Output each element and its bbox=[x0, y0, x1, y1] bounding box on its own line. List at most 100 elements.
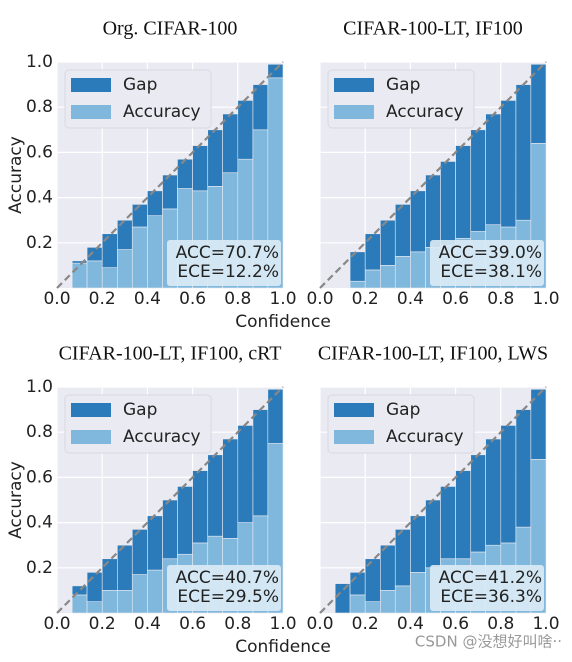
x-axis-label: Confidence bbox=[235, 312, 331, 332]
gap-bar bbox=[410, 190, 426, 253]
watermark: CSDN @没想好叫啥·· bbox=[415, 633, 562, 651]
accuracy-bar bbox=[86, 260, 103, 289]
accuracy-bar bbox=[71, 594, 88, 614]
y-tick-label: 0.8 bbox=[26, 422, 53, 442]
gap-bar bbox=[222, 438, 239, 539]
x-tick-label: 0.4 bbox=[134, 289, 161, 309]
legend-label: Gap bbox=[386, 400, 420, 420]
annotation: ACC=41.2% bbox=[439, 568, 542, 588]
diagonal bbox=[56, 386, 284, 614]
accuracy-bar bbox=[131, 226, 148, 289]
annotation: ECE=12.2% bbox=[177, 262, 279, 282]
legend-swatch bbox=[71, 105, 111, 119]
legend-label: Accuracy bbox=[386, 427, 464, 447]
accuracy-bar bbox=[101, 267, 118, 289]
accuracy-bar bbox=[364, 269, 381, 289]
x-tick-label: 0.2 bbox=[352, 289, 379, 309]
gap-bar bbox=[162, 174, 178, 210]
gap-bar bbox=[131, 204, 148, 228]
gap-bar bbox=[500, 100, 517, 228]
gap-bar bbox=[455, 470, 472, 560]
gap-bar bbox=[530, 388, 547, 460]
x-tick-label: 0.6 bbox=[442, 289, 469, 309]
gap-bar bbox=[515, 409, 532, 528]
accuracy-bar bbox=[349, 594, 366, 614]
x-tick-label: 1.0 bbox=[269, 289, 296, 309]
gap-bar bbox=[485, 438, 502, 546]
gap-bar bbox=[147, 190, 163, 216]
legend-label: Accuracy bbox=[123, 427, 201, 447]
legend-label: Accuracy bbox=[386, 102, 464, 122]
gap-bar bbox=[177, 486, 193, 555]
legend-swatch bbox=[334, 403, 374, 417]
gap-bar bbox=[192, 470, 209, 544]
gap-bar bbox=[101, 233, 118, 268]
accuracy-bar bbox=[349, 280, 366, 289]
y-tick-label: 1.0 bbox=[26, 52, 53, 72]
gap-bar bbox=[394, 204, 411, 257]
x-tick-label: 0.0 bbox=[43, 289, 70, 309]
gap-bar bbox=[101, 558, 118, 591]
x-tick-label: 0.0 bbox=[43, 614, 70, 634]
x-tick-label: 0.4 bbox=[397, 614, 424, 634]
gap-bar bbox=[515, 84, 532, 221]
y-axis-label: Accuracy bbox=[6, 461, 26, 539]
chart-title: CIFAR-100-LT, IF100, cRT bbox=[59, 343, 282, 365]
x-tick-label: 1.0 bbox=[532, 614, 559, 634]
y-tick-label: 0.6 bbox=[26, 142, 53, 162]
gap-bar bbox=[117, 544, 133, 591]
gap-bar bbox=[334, 583, 351, 614]
annotation-box bbox=[430, 240, 544, 286]
gap-bar bbox=[470, 454, 486, 553]
gap-bar bbox=[192, 145, 209, 192]
gap-bar bbox=[410, 515, 426, 573]
annotation-box bbox=[167, 240, 281, 286]
gap-bar bbox=[237, 425, 254, 523]
gap-bar bbox=[252, 409, 269, 517]
chart-title: CIFAR-100-LT, IF100, LWS bbox=[318, 343, 548, 365]
accuracy-bar bbox=[410, 572, 426, 614]
y-tick-label: 0.8 bbox=[26, 97, 53, 117]
legend-swatch bbox=[334, 430, 374, 444]
x-tick-label: 0.8 bbox=[487, 614, 514, 634]
x-tick-label: 0.4 bbox=[134, 614, 161, 634]
accuracy-bar bbox=[394, 256, 411, 289]
diagonal bbox=[56, 61, 284, 289]
x-tick-label: 0.6 bbox=[179, 289, 206, 309]
diagonal bbox=[319, 386, 547, 614]
accuracy-bar bbox=[394, 585, 411, 614]
gap-bar bbox=[394, 529, 411, 587]
gap-bar bbox=[440, 161, 456, 246]
gap-bar bbox=[131, 529, 148, 575]
gap-bar bbox=[380, 544, 396, 591]
y-tick-label: 1.0 bbox=[26, 377, 53, 397]
legend-swatch bbox=[71, 78, 111, 92]
annotation: ACC=40.7% bbox=[176, 568, 279, 588]
y-tick-label: 0.6 bbox=[26, 467, 53, 487]
y-tick-label: 0.2 bbox=[26, 233, 53, 253]
x-tick-label: 1.0 bbox=[532, 289, 559, 309]
gap-bar bbox=[500, 425, 517, 544]
x-tick-label: 0.8 bbox=[487, 289, 514, 309]
x-tick-label: 1.0 bbox=[269, 614, 296, 634]
x-tick-label: 0.2 bbox=[352, 614, 379, 634]
accuracy-bar bbox=[147, 569, 163, 614]
accuracy-bar bbox=[117, 590, 133, 614]
accuracy-bar bbox=[101, 590, 118, 614]
gap-bar bbox=[177, 158, 193, 189]
x-tick-label: 0.6 bbox=[179, 614, 206, 634]
gap-bar bbox=[86, 247, 103, 262]
gap-bar bbox=[252, 84, 269, 131]
accuracy-bar bbox=[380, 590, 396, 614]
accuracy-bar bbox=[410, 251, 426, 289]
y-tick-label: 0.4 bbox=[26, 513, 53, 533]
gap-bar bbox=[455, 145, 472, 239]
x-tick-label: 0.2 bbox=[89, 289, 116, 309]
gap-bar bbox=[485, 113, 502, 226]
accuracy-bar bbox=[117, 249, 133, 289]
accuracy-bar bbox=[71, 262, 88, 289]
gap-bar bbox=[147, 515, 163, 571]
gap-bar bbox=[162, 499, 178, 560]
x-axis-label: Confidence bbox=[235, 637, 331, 657]
